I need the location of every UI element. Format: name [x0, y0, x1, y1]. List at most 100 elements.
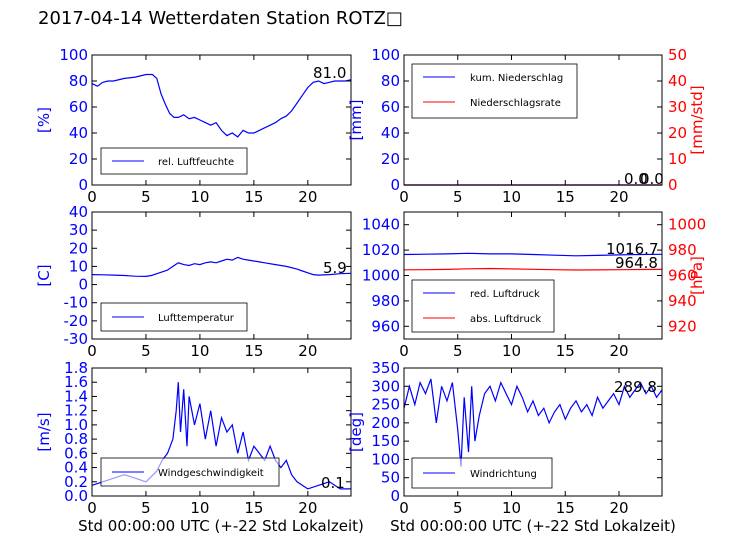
y-tick-label: -20 [64, 312, 89, 330]
y-tick-label: 60 [69, 98, 88, 116]
series-line-pressure-0 [403, 252, 663, 257]
y-tick-label: 1.4 [64, 387, 88, 405]
value-label: 289.8 [614, 378, 657, 396]
y-axis-label: [mm] [347, 100, 365, 141]
x-tick-label: 15 [556, 342, 575, 360]
x-tick-label: 15 [244, 499, 263, 517]
x-tick-label: 20 [609, 188, 628, 206]
y-tick-label: 980 [371, 292, 400, 310]
y-tick-label: -30 [64, 330, 89, 348]
y-axis-label: [deg] [347, 412, 365, 452]
x-tick-label: 20 [298, 342, 317, 360]
legend-entry: Niederschlagsrate [470, 98, 561, 109]
y-axis-label: [C] [35, 264, 53, 286]
value-label: 5.9 [323, 259, 347, 277]
y2-tick-label: 30 [668, 98, 687, 116]
series-line-pressure-1 [403, 267, 663, 271]
panel-humidity: 0 5 10 15 20 0 20 40 60 80 100 [%] rel. Luftfeuchte 8… [35, 46, 352, 206]
panel-windspeed: 0 5 10 15 20 0.00.20.40.60.81.01.21.41.61.8 [m… [35, 359, 352, 517]
plot-frame-temperature [91, 211, 352, 340]
legend-entry: red. Luftdruck [470, 289, 540, 300]
y-tick-label: 100 [371, 46, 400, 64]
y2-tick-label: 940 [668, 292, 697, 310]
legend-box [411, 63, 578, 119]
x-tick-label: 5 [453, 188, 463, 206]
y2-axis-label: [mm/std] [688, 85, 706, 154]
x-tick-label: 0 [399, 342, 409, 360]
y-tick-label: 60 [381, 98, 400, 116]
y-tick-label: 1040 [362, 216, 400, 234]
value-label: 81.0 [313, 64, 346, 82]
y-tick-label: 1.6 [64, 373, 88, 391]
y-tick-label: 80 [69, 72, 88, 90]
x-tick-label: 0 [87, 499, 97, 517]
y-tick-label: 20 [69, 150, 88, 168]
y-tick-label: 250 [371, 396, 400, 414]
y-tick-label: 80 [381, 72, 400, 90]
y-tick-label: 20 [381, 150, 400, 168]
y-tick-label: 40 [69, 124, 88, 142]
x-tick-label: 15 [244, 342, 263, 360]
y-tick-label: 300 [371, 377, 400, 395]
x-tick-label: 10 [190, 188, 209, 206]
legend-entry: abs. Luftdruck [470, 314, 541, 325]
y-tick-label: 960 [371, 317, 400, 335]
x-tick-label: 10 [502, 499, 521, 517]
y-tick-label: 100 [59, 46, 88, 64]
y-tick-label: 350 [371, 359, 400, 377]
y2-tick-label: 40 [668, 72, 687, 90]
y-tick-label: 1.0 [64, 416, 88, 434]
y-axis-label: [%] [35, 107, 53, 133]
x-tick-label: 5 [453, 342, 463, 360]
series-line-temperature-0 [91, 256, 352, 278]
x-tick-label: 0 [399, 499, 409, 517]
panel-precipitation: 0 5 10 15 20 0 20 40 60 80 100 0 10 20 30 40 50 [mm/std] [… [347, 46, 706, 206]
y-tick-label: 0.2 [64, 473, 88, 491]
value-label: 1016.7 [606, 240, 659, 258]
y-tick-label: 1.8 [64, 359, 88, 377]
y-tick-label: 0 [78, 276, 88, 294]
series-line-winddirection-0 [403, 378, 663, 467]
y-tick-label: 0.6 [64, 444, 88, 462]
x-tick-label: 5 [141, 499, 151, 517]
y2-tick-label: 920 [668, 317, 697, 335]
x-axis-label-right: Std 00:00:00 UTC (+-22 Std Lokalzeit) [390, 517, 676, 535]
y-tick-label: 1000 [362, 267, 400, 285]
y2-tick-label: 1000 [668, 216, 706, 234]
x-tick-label: 20 [298, 188, 317, 206]
plot-frame-winddirection [403, 367, 663, 497]
y-tick-label: 150 [371, 432, 400, 450]
y2-tick-label: 10 [668, 150, 687, 168]
y-tick-label: 0.4 [64, 459, 88, 477]
x-axis-label-left: Std 00:00:00 UTC (+-22 Std Lokalzeit) [78, 517, 364, 535]
series-line-humidity-0 [91, 73, 352, 138]
legend-entry: Lufttemperatur [158, 313, 235, 324]
y-tick-label: 50 [381, 469, 400, 487]
y-tick-label: 1.2 [64, 402, 88, 420]
y-axis-label: [m/s] [35, 412, 53, 451]
x-tick-label: 15 [556, 499, 575, 517]
panel-winddirection: 0 5 10 15 20050100150200250300350[deg]Windri… [347, 359, 663, 517]
x-tick-label: 5 [453, 499, 463, 517]
legend-box [411, 279, 555, 333]
x-tick-label: 15 [244, 188, 263, 206]
x-tick-label: 20 [609, 342, 628, 360]
value-label: 964.8 [615, 254, 658, 272]
x-tick-label: 0 [87, 188, 97, 206]
x-tick-label: 20 [298, 499, 317, 517]
x-tick-label: 0 [87, 342, 97, 360]
legend-entry: Windgeschwindigkeit [158, 468, 264, 479]
y2-tick-label: 0 [668, 176, 678, 194]
y-tick-label: -10 [64, 294, 89, 312]
y2-tick-label: 20 [668, 124, 687, 142]
x-tick-label: 10 [190, 499, 209, 517]
x-tick-label: 10 [502, 342, 521, 360]
y2-axis-label: [hPa] [688, 256, 706, 295]
x-tick-label: 20 [609, 499, 628, 517]
x-tick-label: 5 [141, 188, 151, 206]
x-tick-label: 15 [556, 188, 575, 206]
y-tick-label: 0 [390, 487, 400, 505]
value-label: 0.1 [321, 474, 345, 492]
y-tick-label: 30 [69, 221, 88, 239]
